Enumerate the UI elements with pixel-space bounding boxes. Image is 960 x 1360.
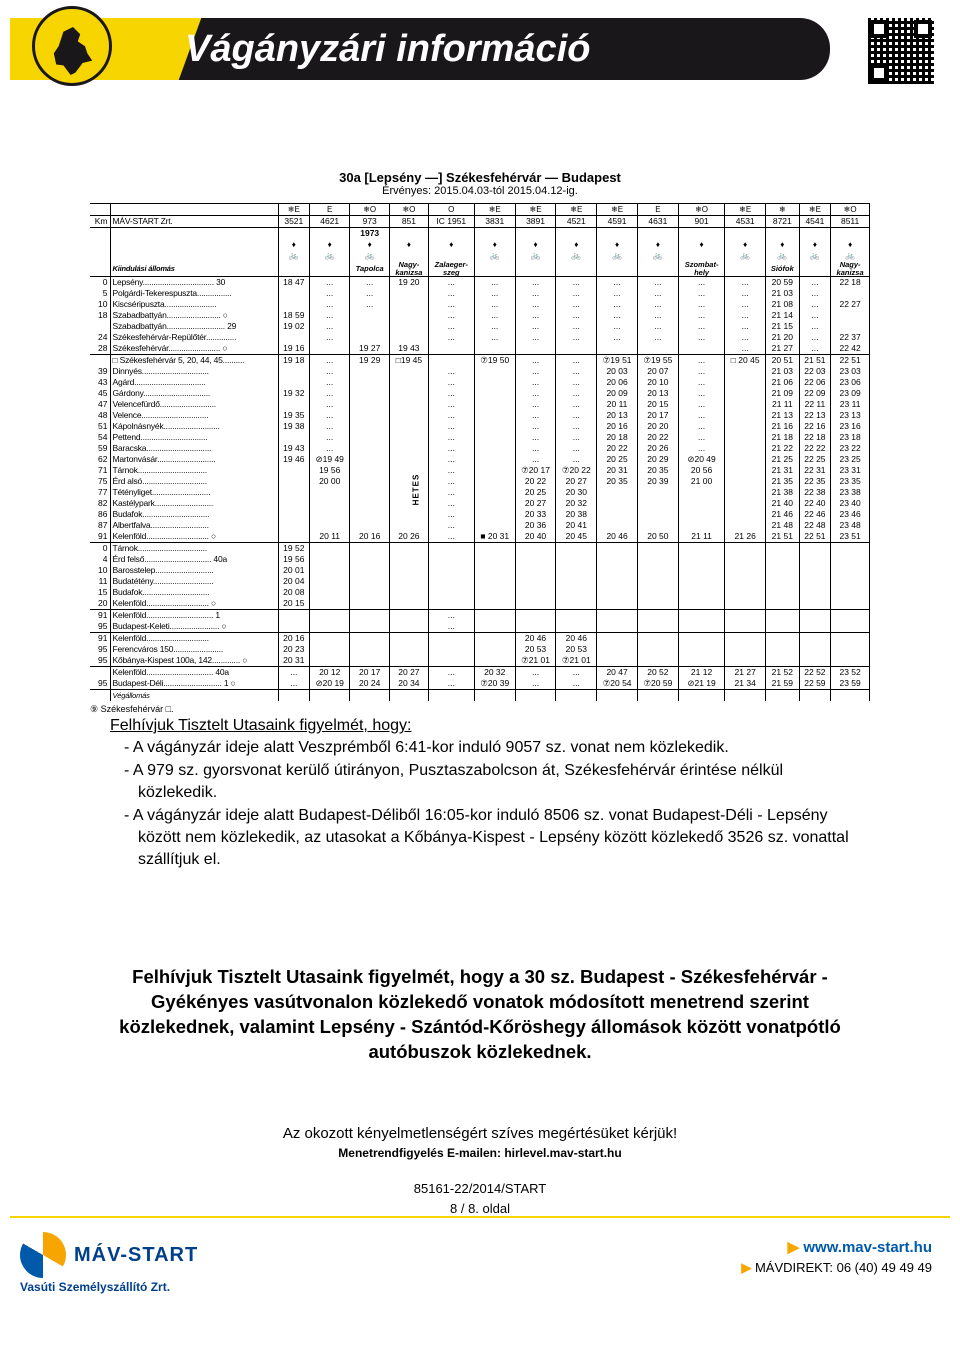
timetable-row: 43Agárd.................................…	[90, 377, 870, 388]
header-banner: Vágányzári információ	[0, 0, 960, 100]
timetable-row: 87Albertfalva...........................…	[90, 520, 870, 531]
footer-divider	[10, 1216, 950, 1218]
timetable-row: 91Kelenföld.............................…	[90, 610, 870, 622]
qr-code	[864, 14, 938, 88]
arrow-icon: ▶	[788, 1239, 800, 1256]
hetes-label: HETES	[411, 474, 420, 506]
timetable-row: 0Tárnok................................1…	[90, 543, 870, 555]
timetable-row: 18Szabadbattyán.........................…	[90, 310, 870, 321]
banner-title: Vágányzári információ	[185, 28, 590, 71]
notice-item: - A 979 sz. gyorsvonat kerülő útirányon,…	[138, 760, 850, 803]
timetable-validity: Érvényes: 2015.04.03-tól 2015.04.12-ig.	[90, 185, 870, 197]
timetable-row: Kelenföld...............................…	[90, 667, 870, 679]
timetable-row: 95Ferencváros 150.......................…	[90, 644, 870, 655]
train-number: 4621	[310, 216, 350, 228]
train-number: 4631	[637, 216, 678, 228]
timetable-footnote: ⑨ Székesfehérvár □.	[90, 704, 870, 715]
notice-list: - A vágányzár ideje alatt Veszprémből 6:…	[110, 737, 850, 871]
page-number: 8 / 8. oldal	[0, 1201, 960, 1216]
notice-block: Felhívjuk Tisztelt Utasaink figyelmét, h…	[110, 715, 850, 872]
timetable-row: 10Barosstelep...........................…	[90, 565, 870, 576]
timetable-row: Szabadbattyán...........................…	[90, 321, 870, 332]
web-link[interactable]: ▶ www.mav-start.hu	[788, 1238, 932, 1256]
timetable-row: 47Velencefürdő..........................…	[90, 399, 870, 410]
timetable-row: 91Kelenföld.............................…	[90, 531, 870, 543]
train-number: 8511	[831, 216, 870, 228]
train-number: 3891	[515, 216, 556, 228]
train-number: 901	[678, 216, 725, 228]
web-link-text: www.mav-start.hu	[803, 1239, 932, 1256]
timetable-block: 30a [Lepsény —] Székesfehérvár — Budapes…	[90, 170, 870, 715]
timetable-row: 24Székesfehérvár-Repülőtér..............…	[90, 332, 870, 343]
worker-icon	[32, 6, 112, 86]
timetable-row: 0Lepsény................................…	[90, 277, 870, 289]
train-number: IC 1951	[428, 216, 474, 228]
timetable-row: 45Gárdony...............................…	[90, 388, 870, 399]
train-number: 8721	[766, 216, 800, 228]
reference-code: 85161-22/2014/START	[0, 1181, 960, 1196]
train-number: 3521	[278, 216, 310, 228]
timetable-table: ❄EE❄O❄OO❄E❄E❄E❄EE❄O❄E❄❄E❄OKmMÁV-START Zr…	[90, 203, 870, 701]
timetable-title: 30a [Lepsény —] Székesfehérvár — Budapes…	[90, 170, 870, 185]
train-number: 4541	[799, 216, 831, 228]
timetable-row: 39Dinnyés...............................…	[90, 366, 870, 377]
timetable-row: 5Polgárdi-Tekerespuszta.................…	[90, 288, 870, 299]
timetable-row: 28Székesfehérvár........................…	[90, 343, 870, 355]
mav-logo-text: MÁV-START	[74, 1244, 198, 1267]
timetable-row: 48Velence...............................…	[90, 410, 870, 421]
timetable-row: 54Pettend...............................…	[90, 432, 870, 443]
phone-label: MÁVDIREKT:	[755, 1260, 833, 1275]
timetable-row: 4Érd felső..............................…	[90, 554, 870, 565]
timetable-row: 10Kiscséripuszta........................…	[90, 299, 870, 310]
mav-logo: MÁV-START	[20, 1232, 198, 1278]
train-number: 851	[390, 216, 429, 228]
timetable-row: 77Tétényliget...........................…	[90, 487, 870, 498]
train-number: 973	[350, 216, 390, 228]
notice-item: - A vágányzár ideje alatt Veszprémből 6:…	[138, 737, 850, 759]
timetable-row: 71Tárnok................................…	[90, 465, 870, 476]
mav-logo-icon	[20, 1232, 66, 1278]
timetable-row: 82Kastélypark...........................…	[90, 498, 870, 509]
timetable-row: 86Budafok...............................…	[90, 509, 870, 520]
timetable-row: □ Székesfehérvár 5, 20, 44, 45..........…	[90, 355, 870, 367]
timetable-row: 95Budapest-Déli.........................…	[90, 678, 870, 690]
timetable-row: 15Budafok...............................…	[90, 587, 870, 598]
timetable-row: 91Kelenföld.............................…	[90, 633, 870, 645]
timetable-row: 95Kőbánya-Kispest 100a, 142.............…	[90, 655, 870, 667]
train-number: 4591	[597, 216, 638, 228]
notice-bold: Felhívjuk Tisztelt Utasaink figyelmét, h…	[100, 965, 860, 1065]
arrow-icon: ▶	[741, 1260, 751, 1275]
mav-logo-subtitle: Vasúti Személyszállító Zrt.	[20, 1280, 170, 1294]
notice-apology: Az okozott kényelmetlenségért szíves meg…	[100, 1125, 860, 1142]
timetable-row: 51Kápolnásnyék..........................…	[90, 421, 870, 432]
timetable-row: 62Martonvásár...........................…	[90, 454, 870, 465]
phone-number: 06 (40) 49 49 49	[837, 1260, 932, 1275]
timetable-row: 75Érd alsó..............................…	[90, 476, 870, 487]
timetable-row: 95Budapest-Keleti.......................…	[90, 621, 870, 633]
notice-item: - A vágányzár ideje alatt Budapest-Délib…	[138, 805, 850, 870]
km-label: Km	[90, 216, 110, 228]
timetable-row: 20Kelenföld.............................…	[90, 598, 870, 610]
phone-line: ▶ MÁVDIREKT: 06 (40) 49 49 49	[741, 1260, 932, 1276]
operator-label: MÁV-START Zrt.	[110, 216, 278, 228]
train-number: 4531	[725, 216, 766, 228]
train-number: 3831	[474, 216, 515, 228]
timetable-row: 59Baracska..............................…	[90, 443, 870, 454]
notice-lead: Felhívjuk Tisztelt Utasaink figyelmét, h…	[110, 715, 850, 737]
timetable-row: 11Budatétény............................…	[90, 576, 870, 587]
notice-subscribe: Menetrendfigyelés E-mailen: hirlevel.mav…	[100, 1146, 860, 1160]
train-number: 4521	[556, 216, 597, 228]
